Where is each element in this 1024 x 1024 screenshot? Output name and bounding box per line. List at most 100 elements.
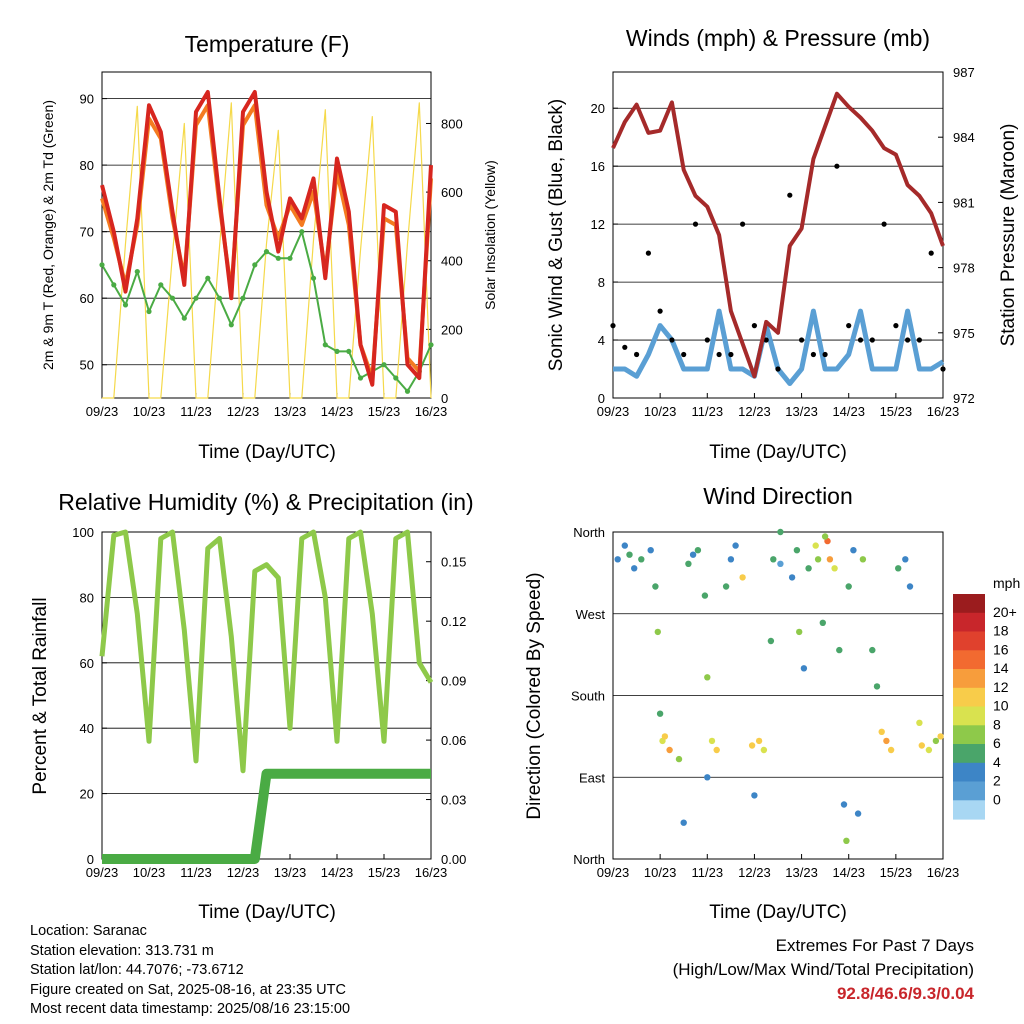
station-info: Location: Saranac Station elevation: 313…	[30, 922, 350, 1020]
direction-point	[656, 710, 664, 717]
direction-ytick-label: West	[576, 607, 606, 622]
dewpoint-point	[428, 342, 434, 348]
direction-point	[661, 733, 669, 740]
gust-point	[692, 221, 699, 227]
direction-point	[916, 719, 923, 726]
station-location: Location: Saranac	[30, 923, 147, 939]
direction-point	[654, 628, 661, 636]
dewpoint-point	[404, 388, 411, 394]
direction-ytick-label: North	[573, 525, 605, 540]
gust-point	[716, 351, 722, 358]
temperature-xtick-label: 14/23	[321, 404, 354, 419]
direction-point	[701, 592, 709, 599]
direction-point	[906, 583, 914, 590]
temperature-ytick-label: 80	[80, 158, 94, 173]
temperature-xtick-label: 13/23	[274, 404, 307, 419]
direction-ytick-label: North	[573, 852, 605, 867]
dewpoint-point	[275, 255, 281, 261]
colorbar-label: 6	[993, 735, 1001, 751]
colorbar-swatch	[953, 706, 985, 726]
direction-point	[694, 547, 702, 554]
humidity-ytick-right-label: 0.03	[441, 793, 466, 808]
direction-xtick-label: 13/23	[785, 865, 818, 880]
gust-point	[740, 221, 746, 227]
direction-point	[812, 542, 819, 549]
humidity-panel: Relative Humidity (%) & Precipitation (i…	[30, 489, 474, 923]
gust-point	[810, 351, 817, 358]
winds-ytick-right-label: 984	[953, 130, 975, 145]
direction-point	[614, 556, 621, 563]
humidity-ytick-label: 20	[80, 787, 94, 802]
temperature-frame	[101, 71, 432, 399]
direction-point	[883, 737, 890, 745]
direction-point	[805, 565, 812, 572]
colorbar-label: 10	[993, 698, 1009, 714]
colorbar-swatch	[953, 594, 985, 614]
temperature-xtick-label: 16/23	[415, 404, 448, 419]
station-latlon: Station lat/lon: 44.7076; -73.6712	[30, 962, 244, 978]
pressure-line	[611, 91, 945, 379]
winds-ytick-right-label: 975	[953, 326, 975, 341]
direction-point	[788, 574, 796, 581]
humidity-xtick-label: 14/23	[321, 865, 354, 880]
dewpoint-point	[111, 282, 117, 288]
temperature-ylabel-left: 2m & 9m T (Red, Orange) & 2m Td (Green)	[40, 100, 56, 370]
winds-ylabel-left: Sonic Wind & Gust (Blue, Black)	[546, 99, 567, 371]
winds-ytick-label: 0	[598, 391, 605, 406]
gust-point	[846, 323, 852, 329]
winds-ytick-label: 12	[591, 217, 605, 232]
humidity-xtick-label: 13/23	[274, 865, 307, 880]
humidity-ytick-right-label: 0.06	[441, 733, 466, 748]
direction-point	[760, 746, 768, 754]
humidity-ytick-right-label: 0.15	[441, 555, 466, 570]
humidity-ytick-label: 40	[80, 721, 94, 736]
temperature-xtick-label: 15/23	[368, 404, 401, 419]
gust-point	[822, 351, 828, 358]
colorbar-label: 2	[993, 773, 1001, 789]
temperature-title: Temperature (F)	[185, 31, 350, 57]
humidity-plot: 09/23 10/23 11/23 12/23 13/23 14/23 15/23 16/23…	[72, 525, 466, 880]
humidity-xtick-label: 09/23	[86, 865, 119, 880]
direction-point	[887, 746, 895, 754]
colorbar-swatch	[953, 650, 985, 670]
humidity-xlabel: Time (Day/UTC)	[198, 902, 336, 923]
temp2m-line	[100, 90, 433, 387]
direction-point	[777, 560, 784, 567]
humidity-ylabel-left: Percent & Total Rainfall	[30, 597, 51, 794]
dewpoint-point	[381, 362, 387, 368]
temperature-ytick-label: 70	[80, 225, 94, 240]
gust-point	[681, 351, 687, 358]
direction-point	[626, 551, 633, 558]
gust-point	[940, 366, 946, 372]
figure-created: Figure created on Sat, 2025-08-16, at 23…	[30, 981, 346, 998]
gust-point	[669, 337, 675, 343]
humidity-xtick-label: 12/23	[227, 865, 260, 880]
dewpoint-point	[322, 342, 328, 348]
winds-ytick-right-label: 978	[953, 261, 975, 276]
dewpoint-point	[252, 262, 258, 268]
temperature-ytick-label: 60	[80, 291, 94, 306]
gust-point	[893, 323, 899, 329]
direction-point	[652, 583, 659, 590]
colorbar-swatch	[953, 762, 985, 783]
direction-point	[732, 542, 739, 549]
direction-point	[932, 737, 940, 745]
direction-point	[685, 560, 692, 567]
gust-point	[916, 337, 923, 343]
speed-colorbar: mph 20+ 18 16 14 12 10 8 6 4 2 0	[953, 575, 1020, 820]
direction-point	[843, 837, 850, 844]
temperature-panel: Temperature (F) 09/23 10/23 11/23 12/23 13/2…	[40, 31, 498, 463]
colorbar-label: 16	[993, 641, 1009, 657]
winds-ytick-right-label: 981	[953, 195, 975, 210]
temperature-xtick-label: 12/23	[227, 404, 260, 419]
direction-ylabel-left: Direction (Colored By Speed)	[524, 572, 545, 819]
dewpoint-point	[299, 229, 305, 235]
direction-point	[850, 547, 857, 554]
direction-xtick-label: 10/23	[644, 865, 677, 880]
temperature-xlabel: Time (Day/UTC)	[198, 442, 336, 463]
gust-point	[905, 337, 911, 343]
direction-point	[925, 746, 933, 754]
humidity-ytick-right-label: 0.00	[441, 852, 466, 867]
humidity-ytick-label: 0	[87, 852, 94, 867]
direction-point	[722, 583, 730, 590]
